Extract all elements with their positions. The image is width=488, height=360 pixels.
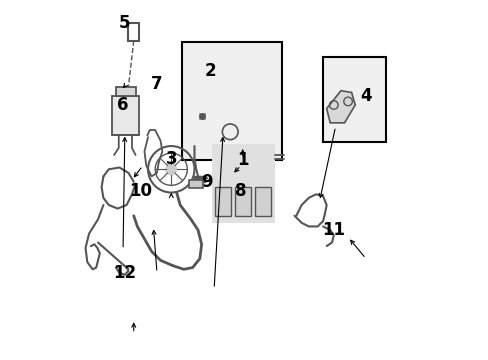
Bar: [255, 187, 271, 216]
Text: 5: 5: [119, 14, 130, 32]
Bar: [189, 180, 203, 188]
Text: 8: 8: [235, 182, 246, 200]
Bar: [235, 187, 251, 216]
Text: 4: 4: [359, 87, 371, 105]
Text: 10: 10: [129, 182, 152, 200]
Bar: [215, 187, 231, 216]
Polygon shape: [326, 91, 354, 123]
Text: 12: 12: [113, 264, 136, 282]
Circle shape: [165, 164, 176, 175]
Text: 9: 9: [201, 173, 212, 191]
Bar: [116, 87, 135, 96]
Bar: [182, 42, 282, 160]
Bar: [212, 144, 274, 223]
Text: 2: 2: [204, 62, 216, 80]
Bar: [112, 96, 139, 135]
Text: 6: 6: [117, 96, 128, 114]
Text: 1: 1: [237, 151, 248, 169]
Bar: [221, 176, 260, 216]
Bar: [323, 57, 385, 143]
Text: 3: 3: [165, 149, 177, 167]
Text: 7: 7: [151, 75, 163, 93]
Text: 11: 11: [322, 221, 345, 239]
